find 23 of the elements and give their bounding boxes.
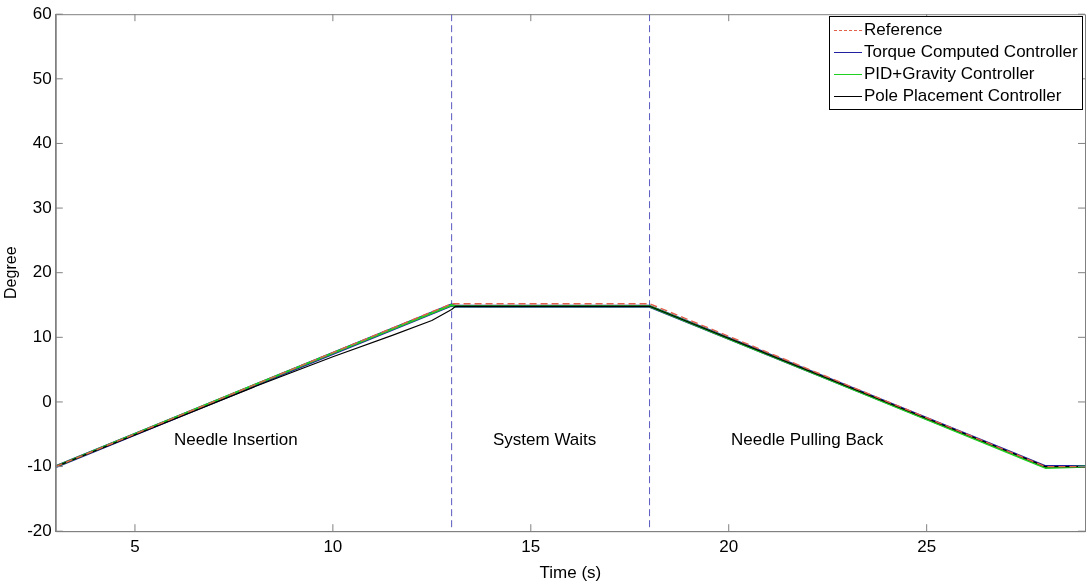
y-tick-label: 20 [32,262,52,282]
legend-label: Torque Computed Controller [864,41,1078,64]
legend-label: PID+Gravity Controller [864,63,1035,86]
x-tick-label: 20 [719,537,739,557]
y-tick-label: 50 [32,68,52,88]
y-tick-label: 60 [32,3,52,23]
legend-label: Reference [864,19,943,42]
annotation: Needle Insertion [173,430,298,450]
y-tick-label: 0 [42,391,52,411]
x-tick-label: 25 [917,537,937,557]
y-tick-label: 10 [32,327,52,347]
y-tick-label: -10 [27,456,52,476]
annotation: System Waits [493,430,597,450]
y-tick-label: -20 [27,520,52,540]
annotation: Needle Pulling Back [731,430,884,450]
y-tick-label: 40 [32,133,52,153]
x-tick-label: 15 [521,537,541,557]
legend-label: Pole Placement Controller [864,85,1062,108]
x-tick-label: 10 [323,537,343,557]
y-axis-title: Degree [2,246,20,299]
y-tick-label: 30 [32,197,52,217]
x-tick-label: 5 [130,537,140,557]
x-axis-title: Time (s) [539,563,602,583]
